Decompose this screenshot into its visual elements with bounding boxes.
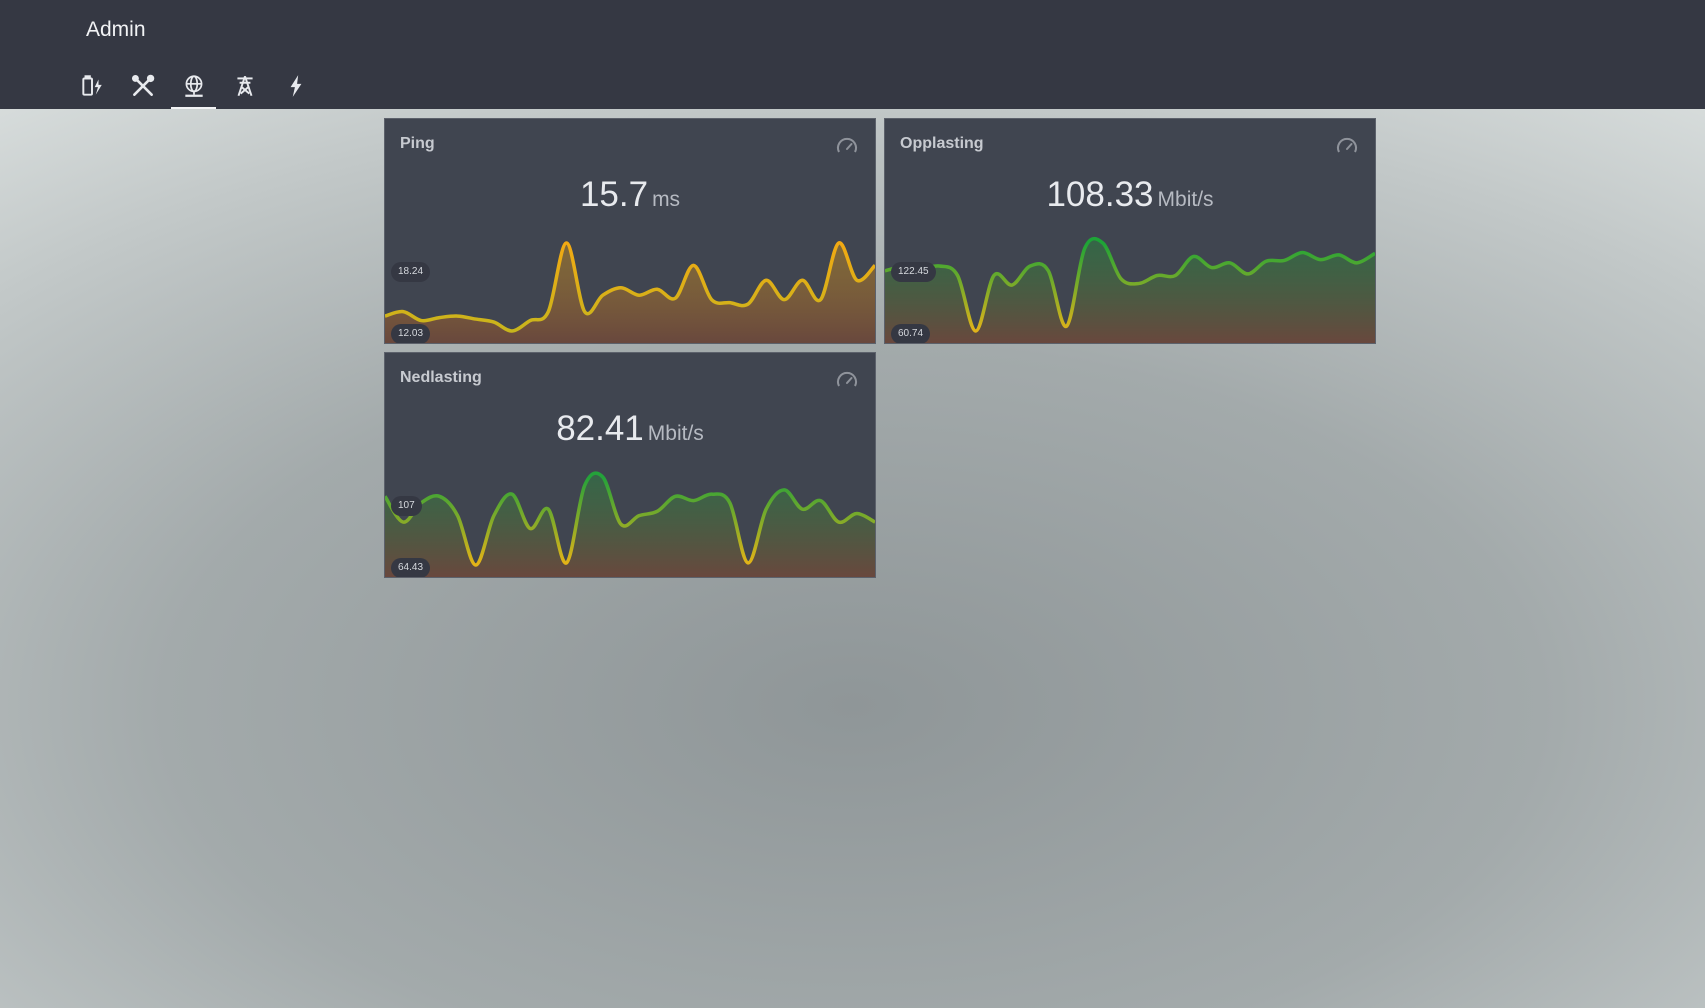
nav-tabs bbox=[66, 67, 321, 109]
speedometer-icon[interactable] bbox=[1335, 135, 1359, 159]
battery-charging-icon bbox=[81, 75, 102, 96]
unit: Mbit/s bbox=[1157, 188, 1214, 211]
card-title: Ping bbox=[400, 135, 435, 152]
card-ping[interactable]: Ping 15.7 ms 18.24 12.03 bbox=[384, 118, 876, 344]
tab-battery[interactable] bbox=[66, 67, 117, 109]
card-title: Opplasting bbox=[900, 135, 984, 152]
reading: 108.33 Mbit/s bbox=[885, 175, 1375, 215]
sparkline-line bbox=[385, 471, 875, 567]
current-value: 82.41 bbox=[556, 409, 644, 448]
tab-tools[interactable] bbox=[117, 67, 168, 109]
max-badge: 107 bbox=[391, 496, 422, 516]
sparkline-line bbox=[385, 241, 875, 333]
unit: Mbit/s bbox=[647, 422, 704, 445]
tools-icon bbox=[131, 74, 154, 96]
max-badge: 122.45 bbox=[891, 262, 936, 282]
current-value: 108.33 bbox=[1046, 175, 1154, 214]
unit: ms bbox=[652, 188, 681, 211]
max-badge: 18.24 bbox=[391, 262, 431, 282]
app-title: Admin bbox=[86, 18, 146, 41]
sparkline-line bbox=[885, 236, 1375, 333]
reading: 15.7 ms bbox=[385, 175, 875, 215]
transmission-tower-icon bbox=[236, 75, 253, 97]
lightning-bolt-icon bbox=[290, 75, 301, 97]
top-app-bar: Admin bbox=[0, 0, 1705, 109]
min-badge: 12.03 bbox=[391, 324, 431, 343]
card-download[interactable]: Nedlasting 82.41 Mbit/s 107 64.43 bbox=[384, 352, 876, 578]
tab-energy[interactable] bbox=[270, 67, 321, 109]
sparkline-chart bbox=[385, 471, 875, 577]
reading: 82.41 Mbit/s bbox=[385, 409, 875, 449]
sparkline-area bbox=[885, 238, 1375, 343]
speedometer-icon[interactable] bbox=[835, 135, 859, 159]
min-badge: 64.43 bbox=[391, 558, 431, 577]
tab-network[interactable] bbox=[168, 67, 219, 109]
network-globe-icon bbox=[184, 75, 203, 97]
speedometer-icon[interactable] bbox=[835, 369, 859, 393]
tab-power-grid[interactable] bbox=[219, 67, 270, 109]
sparkline-chart bbox=[885, 236, 1375, 343]
sparkline-chart bbox=[385, 241, 875, 343]
current-value: 15.7 bbox=[579, 175, 649, 214]
card-title: Nedlasting bbox=[400, 369, 482, 386]
min-badge: 60.74 bbox=[891, 324, 931, 343]
card-upload[interactable]: Opplasting 108.33 Mbit/s 122.45 60.74 bbox=[884, 118, 1376, 344]
